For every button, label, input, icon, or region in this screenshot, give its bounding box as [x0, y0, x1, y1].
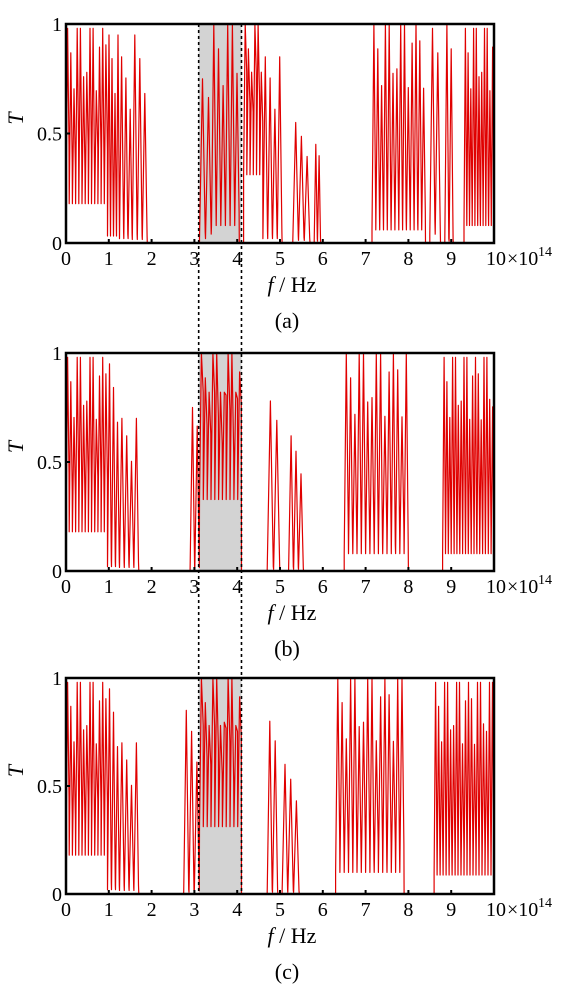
- y-tick-label: 0: [52, 233, 62, 255]
- x-tick-label: 10: [486, 899, 506, 921]
- x-tick-label: 10: [486, 576, 506, 598]
- panel-label: (c): [275, 959, 299, 984]
- x-exponent: 14: [538, 245, 552, 260]
- x-tick-label: 6: [318, 576, 328, 598]
- x-axis-unit: / Hz: [274, 600, 317, 625]
- x-tick-label: 10: [486, 248, 506, 270]
- x-multiplier-base: 10: [518, 899, 538, 921]
- x-multiplier-prefix: ×: [507, 248, 518, 270]
- x-tick-label: 1: [104, 576, 114, 598]
- y-tick-label: 1: [52, 668, 62, 690]
- y-axis-label: T: [3, 111, 28, 125]
- x-tick-label: 5: [275, 248, 285, 270]
- x-tick-label: 5: [275, 576, 285, 598]
- x-tick-label: 1: [104, 899, 114, 921]
- x-tick-label: 3: [189, 248, 199, 270]
- x-tick-label: 2: [147, 248, 157, 270]
- y-tick-label: 1: [52, 14, 62, 36]
- y-tick-label: 0.5: [37, 452, 62, 474]
- x-tick-label: 4: [232, 248, 242, 270]
- x-multiplier: ×10: [507, 576, 538, 598]
- x-tick-label: 6: [318, 248, 328, 270]
- x-tick-label: 9: [446, 248, 456, 270]
- x-tick-label: 2: [147, 899, 157, 921]
- x-multiplier: ×10: [507, 248, 538, 270]
- x-multiplier-prefix: ×: [507, 899, 518, 921]
- x-axis-unit: / Hz: [274, 272, 317, 297]
- x-axis-variable: f: [268, 272, 277, 297]
- x-tick-label: 0: [61, 576, 71, 598]
- x-axis-variable: f: [268, 923, 277, 948]
- x-tick-label: 8: [403, 899, 413, 921]
- x-axis-variable: f: [268, 600, 277, 625]
- x-tick-label: 4: [232, 576, 242, 598]
- x-multiplier: ×10: [507, 899, 538, 921]
- x-multiplier-prefix: ×: [507, 576, 518, 598]
- transmission-series-line: [65, 23, 495, 244]
- x-axis-label: f / Hz: [268, 272, 317, 297]
- y-axis-label: T: [3, 439, 28, 453]
- transmission-series-line: [65, 677, 495, 895]
- y-axis-label: T: [3, 763, 28, 777]
- x-multiplier-base: 10: [518, 248, 538, 270]
- x-tick-label: 7: [361, 576, 371, 598]
- y-tick-label: 1: [52, 343, 62, 365]
- x-tick-label: 4: [232, 899, 242, 921]
- panel-label: (a): [275, 308, 299, 333]
- y-tick-label: 0: [52, 561, 62, 583]
- x-tick-label: 0: [61, 248, 71, 270]
- x-tick-label: 8: [403, 248, 413, 270]
- x-tick-label: 2: [147, 576, 157, 598]
- y-tick-label: 0.5: [37, 124, 62, 146]
- x-tick-label: 1: [104, 248, 114, 270]
- x-tick-label: 7: [361, 899, 371, 921]
- x-axis-unit: / Hz: [274, 923, 317, 948]
- panel-label: (b): [274, 636, 300, 661]
- x-tick-label: 5: [275, 899, 285, 921]
- x-tick-label: 0: [61, 899, 71, 921]
- x-tick-label: 6: [318, 899, 328, 921]
- x-tick-label: 3: [189, 899, 199, 921]
- y-tick-label: 0: [52, 884, 62, 906]
- x-tick-label: 8: [403, 576, 413, 598]
- x-tick-label: 3: [189, 576, 199, 598]
- x-exponent: 14: [538, 896, 552, 911]
- y-tick-label: 0.5: [37, 776, 62, 798]
- x-multiplier-base: 10: [518, 576, 538, 598]
- x-tick-label: 9: [446, 899, 456, 921]
- transmission-series-line: [65, 352, 495, 572]
- x-tick-label: 9: [446, 576, 456, 598]
- x-axis-label: f / Hz: [268, 600, 317, 625]
- x-exponent: 14: [538, 573, 552, 588]
- x-axis-label: f / Hz: [268, 923, 317, 948]
- x-tick-label: 7: [361, 248, 371, 270]
